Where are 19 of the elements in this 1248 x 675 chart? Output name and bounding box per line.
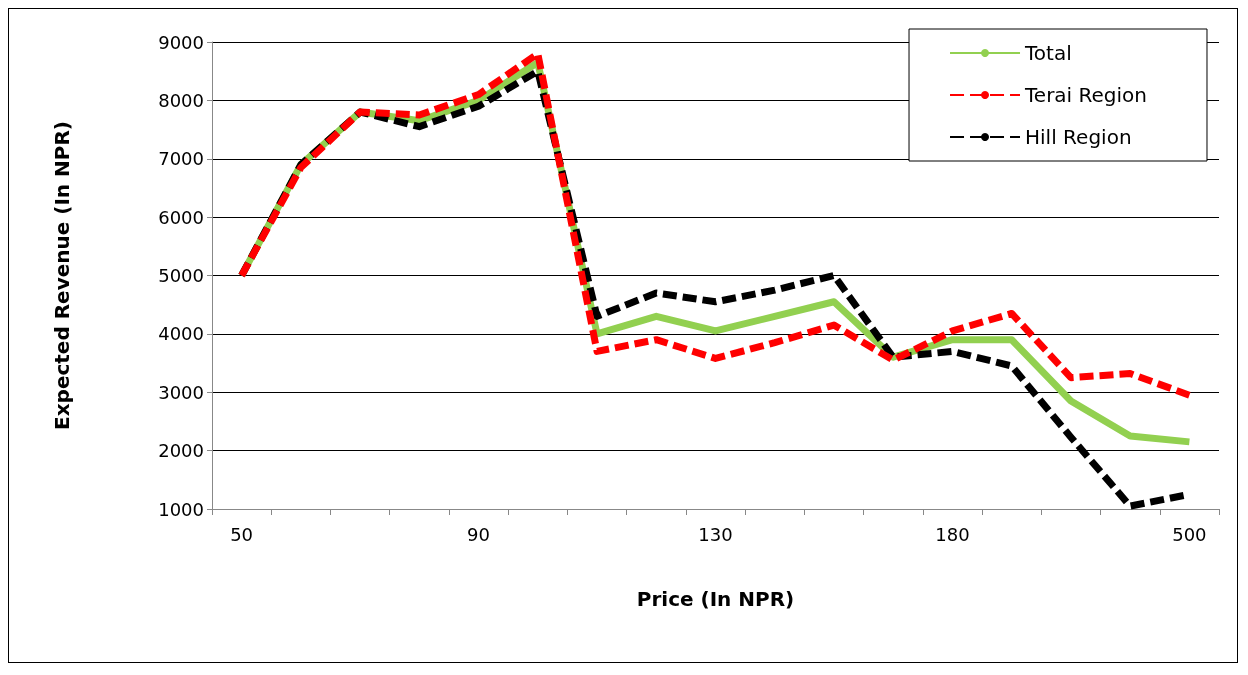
y-tick-label: 3000 <box>158 381 204 403</box>
legend-label: Hill Region <box>1025 125 1132 149</box>
y-tick-label: 7000 <box>158 148 204 170</box>
y-tick-label: 5000 <box>158 265 204 286</box>
y-tick-label: 1000 <box>158 498 204 520</box>
x-tick-label: 50 <box>230 523 254 545</box>
y-tick-label: 4000 <box>158 323 204 345</box>
legend-label: Terai Region <box>1024 83 1147 107</box>
x-tick-label: 180 <box>935 523 970 545</box>
x-tick-label: 130 <box>698 523 733 545</box>
legend-label: Total <box>1024 41 1072 65</box>
y-tick-label: 8000 <box>158 89 204 111</box>
y-axis-title: Expected Revenue (In NPR) <box>50 121 74 430</box>
x-tick-label: 90 <box>467 523 491 545</box>
y-tick-label: 2000 <box>158 440 204 462</box>
y-tick-label: 6000 <box>158 206 204 228</box>
y-tick-label: 9000 <box>158 31 204 53</box>
x-axis-title: Price (In NPR) <box>636 587 795 611</box>
x-tick-label: 500 <box>1172 523 1207 545</box>
